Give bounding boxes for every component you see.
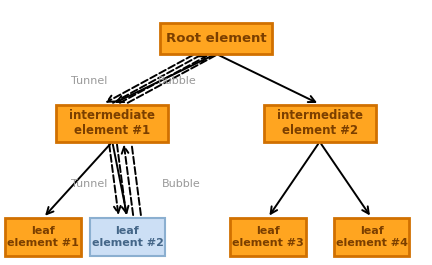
FancyBboxPatch shape bbox=[160, 23, 272, 54]
FancyBboxPatch shape bbox=[6, 218, 81, 257]
Text: leaf
element #4: leaf element #4 bbox=[336, 226, 407, 248]
FancyBboxPatch shape bbox=[334, 218, 409, 257]
FancyBboxPatch shape bbox=[230, 218, 305, 257]
Text: intermediate
element #2: intermediate element #2 bbox=[276, 109, 363, 137]
FancyBboxPatch shape bbox=[264, 105, 376, 142]
Text: intermediate
element #1: intermediate element #1 bbox=[69, 109, 156, 137]
Text: Bubble: Bubble bbox=[162, 179, 201, 189]
Text: leaf
element #3: leaf element #3 bbox=[232, 226, 304, 248]
Text: leaf
element #2: leaf element #2 bbox=[92, 226, 163, 248]
Text: Tunnel: Tunnel bbox=[71, 179, 108, 189]
Text: leaf
element #1: leaf element #1 bbox=[7, 226, 79, 248]
FancyBboxPatch shape bbox=[56, 105, 168, 142]
Text: Root element: Root element bbox=[166, 32, 266, 45]
FancyBboxPatch shape bbox=[90, 218, 165, 257]
Text: Tunnel: Tunnel bbox=[71, 76, 108, 86]
Text: Bubble: Bubble bbox=[158, 76, 197, 86]
